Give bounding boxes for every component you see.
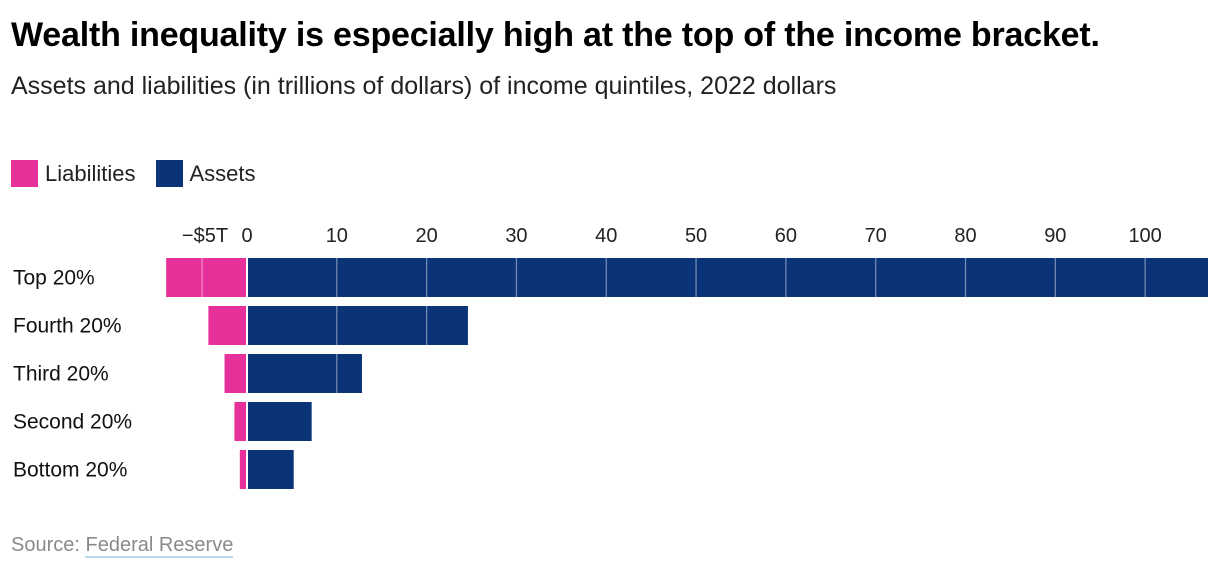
x-tick-label: 70 <box>865 225 887 247</box>
chart-subtitle: Assets and liabilities (in trillions of … <box>11 72 837 100</box>
x-tick-label: 0 <box>241 225 252 247</box>
category-label: Top 20% <box>13 267 95 290</box>
x-tick-label: 20 <box>416 225 438 247</box>
x-tick-label: −$5T <box>182 225 228 247</box>
bar-assets <box>247 258 1208 297</box>
x-tick-label: 90 <box>1044 225 1066 247</box>
x-tick-label: 60 <box>775 225 797 247</box>
bar-liabilities <box>234 402 247 441</box>
bar-assets <box>247 306 468 345</box>
source-link[interactable]: Federal Reserve <box>85 534 234 558</box>
legend-item-liabilities: Liabilities <box>11 160 136 187</box>
chart-title: Wealth inequality is especially high at … <box>11 16 1100 54</box>
category-label: Third 20% <box>13 363 109 386</box>
x-tick-label: 100 <box>1128 225 1161 247</box>
x-tick-label: 40 <box>595 225 617 247</box>
category-label: Fourth 20% <box>13 315 122 338</box>
legend-swatch-liabilities <box>11 160 38 187</box>
category-label: Bottom 20% <box>13 459 127 482</box>
legend-label-assets: Assets <box>189 160 256 186</box>
source-note: Source: Federal Reserve <box>11 534 234 558</box>
bar-liabilities <box>224 354 247 393</box>
legend: Liabilities Assets <box>11 160 276 187</box>
bar-liabilities <box>239 450 247 489</box>
x-tick-label: 30 <box>505 225 527 247</box>
bar-assets <box>247 402 312 441</box>
x-tick-label: 80 <box>954 225 976 247</box>
x-tick-label: 10 <box>326 225 348 247</box>
bar-liabilities <box>166 258 247 297</box>
bar-liabilities <box>208 306 247 345</box>
bar-assets <box>247 354 362 393</box>
legend-swatch-assets <box>155 160 183 187</box>
legend-label-liabilities: Liabilities <box>45 160 136 186</box>
legend-item-assets: Assets <box>155 160 256 187</box>
bar-assets <box>247 450 294 489</box>
category-label: Second 20% <box>13 411 132 434</box>
x-tick-label: 50 <box>685 225 707 247</box>
source-prefix: Source: <box>11 534 86 556</box>
bar-chart: −$5T 0 10 20 30 40 50 60 70 80 90 100 Top 20% Fourth … <box>13 225 1208 489</box>
